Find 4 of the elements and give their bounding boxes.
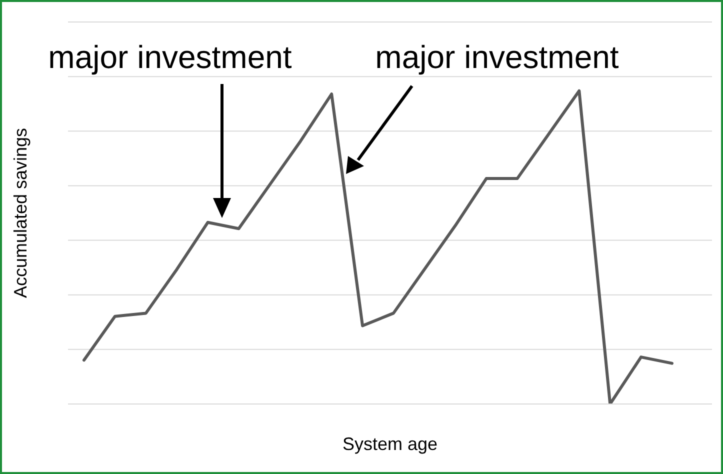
x-axis-title: System age	[342, 434, 438, 454]
y-axis-title: Accumulated savings	[10, 128, 30, 298]
text: major investment	[375, 39, 619, 75]
text: major investment	[48, 39, 292, 75]
